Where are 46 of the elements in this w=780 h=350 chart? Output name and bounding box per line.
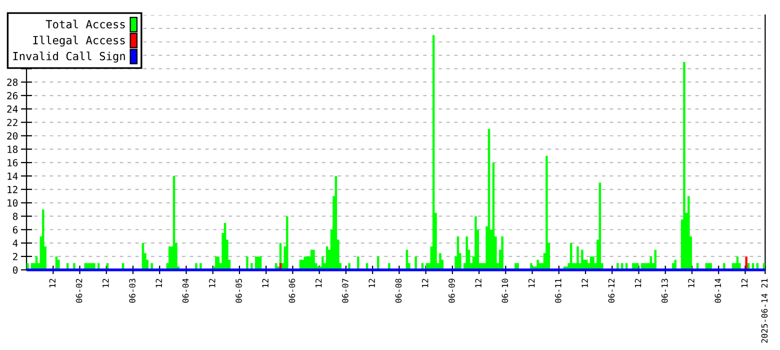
x-tick-label: 06-07	[342, 278, 348, 303]
x-tick-label: 12	[528, 278, 535, 288]
x-tick-label: 06-03	[129, 278, 136, 303]
x-tick-label: 06-08	[395, 278, 402, 303]
y-tick-label: 14	[8, 172, 18, 180]
y-tick-label: 28	[7, 78, 18, 86]
x-tick-label: 12	[102, 278, 109, 288]
x-tick-label: 06-06	[288, 278, 296, 303]
x-tick-label: 12	[208, 278, 216, 288]
x-tick-label: 12	[368, 278, 375, 288]
x-tick-label: 06-13	[662, 278, 668, 303]
y-tick-label: 12	[8, 186, 18, 194]
y-tick-label: 20	[7, 132, 18, 140]
y-tick-label: 4	[12, 240, 18, 247]
y-tick-label: 18	[8, 146, 18, 154]
x-tick-label: 12	[422, 278, 428, 288]
y-tick-label: 24	[7, 105, 18, 113]
x-tick-label: 06-04	[182, 278, 189, 303]
x-tick-label: 2025-06-14 21	[761, 278, 768, 343]
x-tick-label: 12	[262, 278, 268, 288]
x-tick-label: 06-02	[76, 278, 82, 303]
x-tick-label: 06-12	[608, 278, 615, 303]
y-tick-label: 16	[8, 159, 18, 166]
x-tick-label: 06-10	[502, 278, 508, 303]
y-tick-label: 2	[13, 252, 18, 260]
y-tick-label: 10	[8, 199, 18, 207]
legend-label: Invalid Call Sign	[13, 52, 125, 63]
x-tick-label: 12	[741, 278, 748, 288]
x-tick-label: 06-14	[714, 278, 722, 303]
x-tick-label: 12	[156, 278, 162, 288]
x-tick-label: 12	[634, 278, 642, 288]
x-tick-label: 12	[315, 278, 322, 288]
legend-label: Illegal Access	[33, 36, 125, 47]
x-tick-label: 06-05	[236, 278, 242, 303]
x-tick-label: 12	[49, 278, 56, 288]
legend-label: Total Access	[46, 20, 125, 28]
x-tick-label: 12	[688, 278, 694, 288]
x-tick-label: 06-11	[555, 278, 562, 303]
y-tick-label: 8	[12, 212, 18, 220]
y-tick-label: 0	[12, 266, 18, 274]
y-tick-label: 26	[7, 92, 18, 100]
x-tick-label: 06-09	[448, 278, 455, 303]
y-tick-label: 22	[7, 118, 18, 126]
y-tick-label: 6	[12, 226, 18, 234]
x-tick-label: 12	[475, 278, 482, 288]
x-tick-label: 12	[582, 278, 588, 288]
